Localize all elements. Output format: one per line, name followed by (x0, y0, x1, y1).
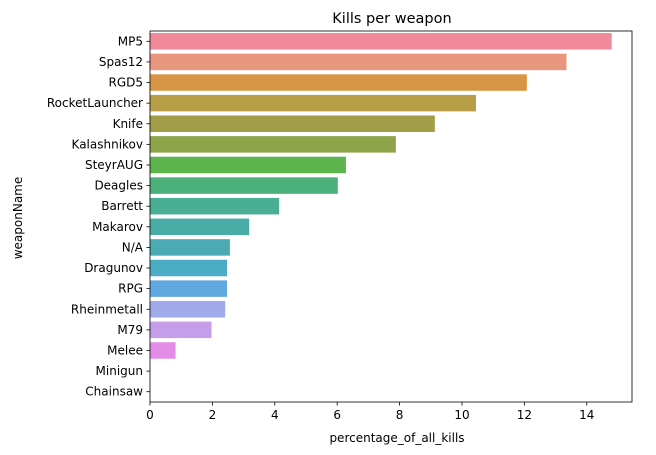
x-tick-label-2: 2 (209, 408, 217, 422)
y-tick-label-spas12: Spas12 (99, 55, 143, 69)
y-axis-label: weaponName (11, 177, 25, 260)
y-tick-label-melee: Melee (107, 343, 143, 357)
bar-n-a (150, 239, 230, 256)
x-tick-label-4: 4 (271, 408, 279, 422)
y-tick-label-minigun: Minigun (96, 364, 143, 378)
bar-kalashnikov (150, 136, 396, 153)
y-tick-label-knife: Knife (113, 117, 143, 131)
bar-mp5 (150, 33, 612, 50)
bar-melee (150, 342, 176, 359)
x-axis-ticks: 0 2 4 6 8 10 12 14 (146, 402, 594, 422)
x-tick-label-10: 10 (454, 408, 469, 422)
y-tick-label-n-a: N/A (122, 240, 144, 254)
y-tick-label-rheinmetall: Rheinmetall (71, 302, 143, 316)
x-tick-label-12: 12 (517, 408, 532, 422)
bar-rgd5 (150, 74, 527, 91)
y-tick-label-deagles: Deagles (94, 179, 143, 193)
x-tick-label-14: 14 (579, 408, 594, 422)
bar-dragunov (150, 259, 228, 277)
bar-makarov (150, 218, 250, 236)
bar-steyraug (150, 156, 346, 174)
y-tick-label-mp5: MP5 (118, 34, 143, 48)
bar-rocketlauncher (150, 94, 477, 112)
bar-barrett (150, 197, 280, 215)
bar-rpg (150, 280, 228, 297)
y-tick-label-barrett: Barrett (101, 199, 143, 213)
bar-deagles (150, 177, 338, 194)
x-tick-label-6: 6 (333, 408, 341, 422)
chart-title: Kills per weapon (332, 11, 451, 27)
bars-group (150, 33, 612, 359)
bar-m79 (150, 321, 212, 339)
y-tick-label-kalashnikov: Kalashnikov (72, 137, 143, 151)
y-axis-ticks: MP5 Spas12 RGD5 RocketLauncher Knife Kalashni… (47, 34, 150, 399)
y-tick-label-chainsaw: Chainsaw (85, 385, 143, 399)
y-tick-label-rocketlauncher: RocketLauncher (47, 96, 143, 110)
y-tick-label-rpg: RPG (118, 282, 143, 296)
plot-frame (149, 30, 633, 403)
y-tick-label-m79: M79 (117, 323, 143, 337)
y-tick-label-rgd5: RGD5 (108, 76, 143, 90)
bar-spas12 (150, 53, 567, 71)
bar-knife (150, 115, 435, 132)
x-tick-label-8: 8 (396, 408, 404, 422)
x-tick-label-0: 0 (146, 408, 154, 422)
x-axis-label: percentage_of_all_kills (329, 431, 464, 445)
y-tick-label-makarov: Makarov (92, 220, 143, 234)
y-tick-label-steyraug: SteyrAUG (85, 158, 143, 172)
y-tick-label-dragunov: Dragunov (84, 261, 143, 275)
bar-rheinmetall (150, 301, 226, 318)
